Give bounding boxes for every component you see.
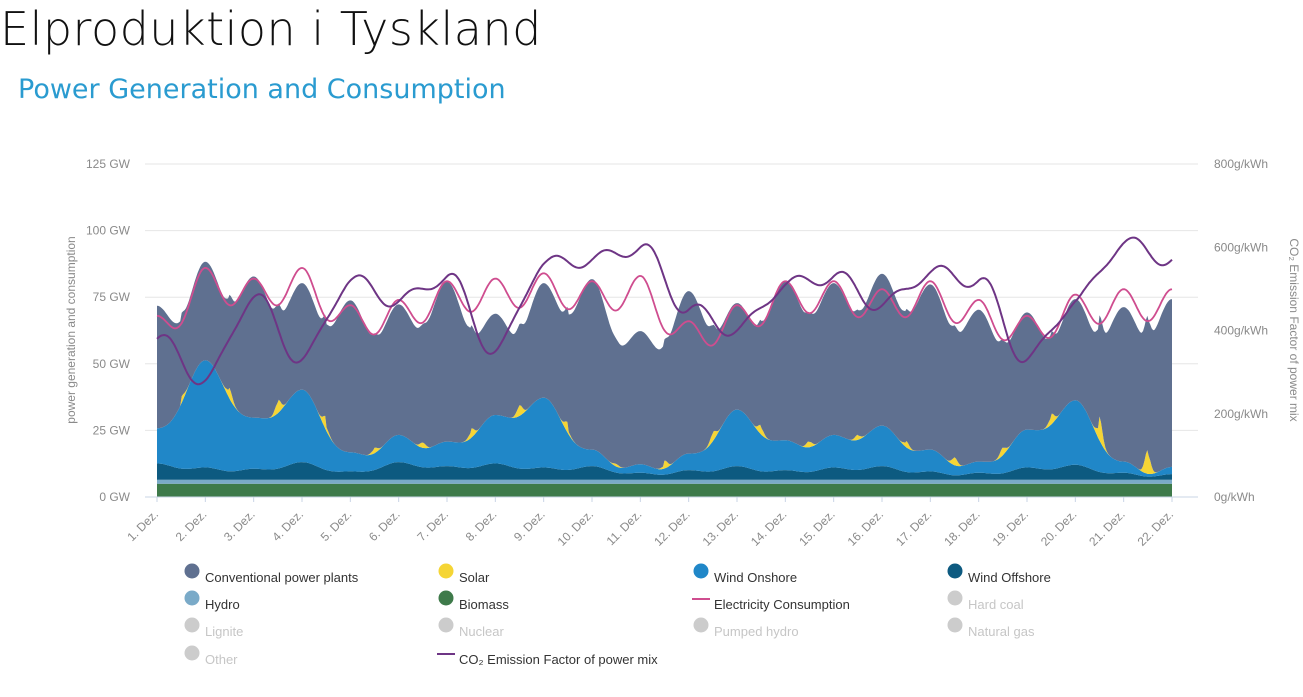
hydro-area [157,479,1172,484]
x-axis: 1. Dez. 2. Dez. 3. Dez. 4. Dez. 5. Dez. 6. De… [124,496,1198,549]
legend-label-electricity-consumption: Electricity Consumption [714,597,850,612]
legend-label-biomass: Biomass [459,597,509,612]
y-tick-label: 50 GW [93,357,131,371]
series-lines [156,236,1173,386]
x-tick-label: 17. Dez. [893,507,935,549]
conventional-area [157,261,1172,473]
y-axis-left: 0 GW 25 GW 50 GW 75 GW 100 GW 125 GW [86,157,131,504]
chart-legend: Conventional power plants Solar Wind Onsho… [184,563,1051,667]
x-tick-label: 15. Dez. [796,507,838,549]
x-tick-label: 11. Dez. [604,507,645,548]
legend-dot-hydro [184,590,200,606]
x-tick-label: 21. Dez. [1086,507,1128,549]
legend-label-solar: Solar [459,570,490,585]
y-right-tick-label: 0g/kWh [1214,490,1255,504]
y-right-tick-label: 400g/kWh [1214,324,1268,338]
y-axis-right: 0g/kWh 200g/kWh 400g/kWh 600g/kWh 800g/kWh [1214,157,1268,504]
x-tick-label: 20. Dez. [1038,507,1080,549]
y-axis-left-title: power generation and consumption [64,236,78,423]
legend-dot-pumped-hydro [693,617,709,633]
x-tick-label: 1. Dez. [124,507,161,544]
page-title: Elproduktion i Tyskland [0,2,542,56]
y-tick-label: 0 GW [99,490,130,504]
legend-dot-conventional-power-plants [184,563,200,579]
legend-label-wind-onshore: Wind Onshore [714,570,797,585]
legend-dot-biomass [438,590,454,606]
legend-label-pumped-hydro: Pumped hydro [714,624,799,639]
x-tick-label: 16. Dez. [845,507,887,549]
stacked-areas [157,261,1172,497]
x-tick-label: 8. Dez. [463,507,500,544]
legend-dot-nuclear [438,617,454,633]
legend-dot-wind-onshore [693,563,709,579]
legend-dot-lignite [184,617,200,633]
x-tick-label: 12. Dez. [651,507,693,549]
x-tick-label: 3. Dez. [221,507,258,544]
legend-label-lignite: Lignite [205,624,243,639]
x-tick-label: 22. Dez. [1135,507,1177,549]
y-tick-label: 75 GW [93,290,131,304]
legend-label-nuclear: Nuclear [459,624,504,639]
legend-label-other: Other [205,652,238,667]
legend-dot-solar [438,563,454,579]
legend-label-conventional-power-plants: Conventional power plants [205,570,359,585]
chart-subtitle: Power Generation and Consumption [18,74,506,105]
x-tick-label: 18. Dez. [941,507,983,549]
x-tick-label: 2. Dez. [173,507,210,544]
x-tick-label: 5. Dez. [318,507,355,544]
x-tick-label: 13. Dez. [700,507,742,549]
biomass-area [157,483,1172,497]
legend-label-hard-coal: Hard coal [968,597,1024,612]
legend-label-hydro: Hydro [205,597,240,612]
x-tick-label: 19. Dez. [990,507,1032,549]
x-tick-label: 4. Dez. [269,507,306,544]
legend-label-wind-offshore: Wind Offshore [968,570,1051,585]
x-tick-label: 9. Dez. [511,507,548,544]
wind-onshore-area [157,360,1172,477]
y-tick-label: 125 GW [86,157,131,171]
y-right-tick-label: 800g/kWh [1214,157,1268,171]
co2-emission-line [156,236,1173,386]
x-tick-label: 6. Dez. [366,507,403,544]
y-axis-right-title: CO₂ Emission Factor of power mix [1287,238,1301,421]
wind-offshore-area [157,462,1172,480]
legend-label-co-emission-factor-of-power-mix: CO₂ Emission Factor of power mix [459,652,658,667]
y-tick-label: 25 GW [93,423,131,437]
y-right-tick-label: 200g/kWh [1214,407,1268,421]
x-tick-label: 14. Dez. [748,507,790,549]
legend-dot-natural-gas [947,617,963,633]
x-tick-label: 7. Dez. [414,507,451,544]
legend-dot-wind-offshore [947,563,963,579]
legend-label-natural-gas: Natural gas [968,624,1035,639]
y-right-tick-label: 600g/kWh [1214,240,1268,254]
x-tick-label: 10. Dez. [555,507,597,549]
legend-dot-other [184,645,200,661]
y-tick-label: 100 GW [86,224,131,238]
legend-dot-hard-coal [947,590,963,606]
